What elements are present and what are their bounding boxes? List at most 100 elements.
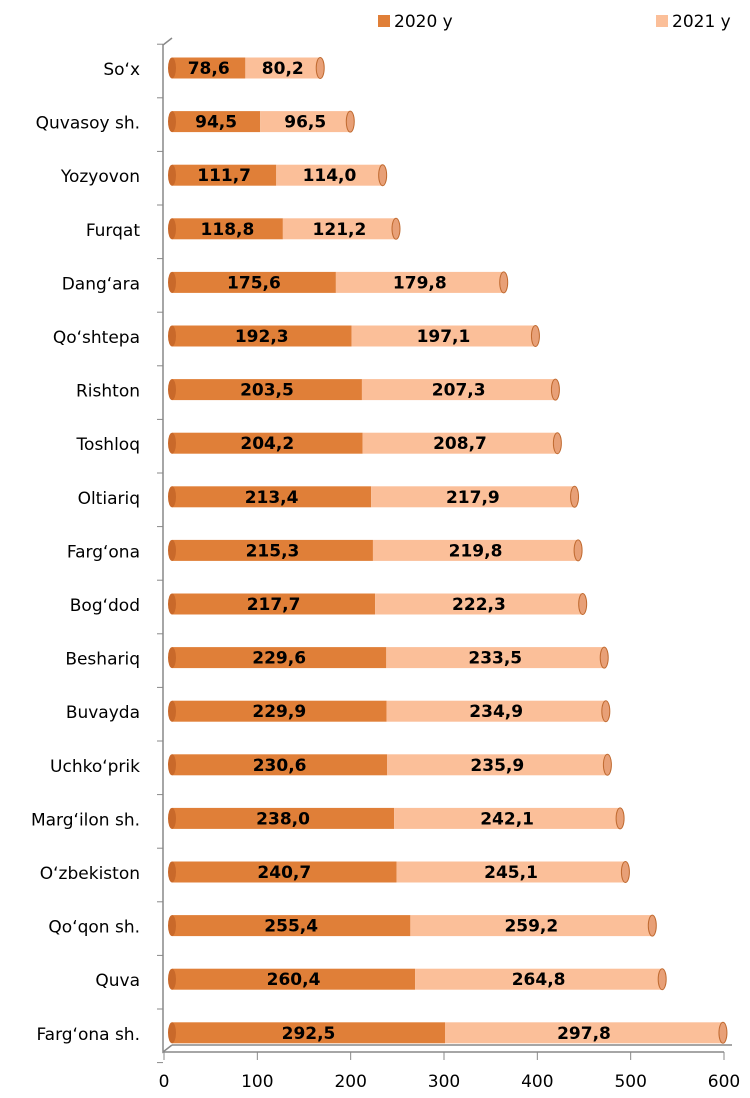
value-label: 203,5 (240, 381, 294, 401)
bar (396, 861, 626, 883)
x-tick-label: 100 (241, 1072, 273, 1092)
y-tick-label: Yozyovon (60, 167, 140, 187)
y-tick-label: Qo‘qon sh. (48, 918, 140, 938)
bar-cap (570, 485, 580, 508)
value-label: 259,2 (504, 917, 558, 937)
value-label: 264,8 (512, 970, 566, 990)
value-label: 245,1 (484, 863, 538, 883)
value-label: 192,3 (235, 327, 289, 347)
bar-cap (345, 110, 355, 133)
bar-start (168, 700, 176, 722)
bar-start (168, 593, 176, 615)
y-tick-label: So‘x (103, 60, 140, 80)
bar-cap (718, 1021, 728, 1044)
bar (260, 111, 351, 133)
bar (172, 754, 388, 776)
value-label: 235,9 (470, 756, 524, 776)
bar-cap (601, 700, 611, 723)
bar (386, 700, 606, 722)
bar (362, 432, 558, 454)
bar (172, 111, 261, 133)
bar-start (168, 432, 176, 454)
y-tick-label: Buvayda (66, 703, 140, 723)
value-label: 242,1 (480, 809, 534, 829)
value-label: 222,3 (452, 595, 506, 615)
value-label: 229,6 (252, 649, 306, 669)
value-label: 215,3 (246, 541, 300, 561)
bar (410, 915, 653, 937)
bar (394, 807, 621, 829)
bar (361, 379, 556, 401)
value-label: 96,5 (284, 113, 326, 133)
bar-start (168, 807, 176, 829)
value-label: 80,2 (262, 59, 304, 79)
y-tick-label: O‘zbekiston (40, 864, 140, 884)
bar (172, 218, 283, 240)
value-label: 240,7 (257, 863, 311, 883)
bar (172, 486, 372, 508)
bar (172, 271, 336, 293)
bar-start (168, 647, 176, 669)
x-tick-label: 400 (521, 1072, 553, 1092)
bar-start (168, 218, 176, 240)
x-tick-label: 300 (428, 1072, 460, 1092)
bar (245, 57, 321, 79)
bar-start (168, 1022, 176, 1044)
y-tick-label: Farg‘ona (67, 542, 140, 562)
y-tick-label: Qo‘shtepa (53, 328, 140, 348)
value-label: 197,1 (417, 327, 471, 347)
bar-start (168, 164, 176, 186)
value-label: 297,8 (557, 1024, 611, 1044)
bar (387, 754, 608, 776)
bar (282, 218, 396, 240)
value-label: 207,3 (432, 381, 486, 401)
y-tick-label: Rishton (76, 382, 140, 402)
bar (372, 539, 579, 561)
bar (172, 325, 352, 347)
value-label: 260,4 (267, 970, 321, 990)
bar (415, 968, 663, 990)
value-label: 292,5 (282, 1024, 336, 1044)
value-label: 213,4 (245, 488, 299, 508)
bar-cap (552, 432, 562, 455)
value-label: 234,9 (469, 702, 523, 722)
bar (172, 861, 397, 883)
bar-cap (615, 807, 625, 830)
bar-start (168, 539, 176, 561)
bar (172, 1022, 445, 1044)
bar (172, 915, 411, 937)
y-tick-label: Marg‘ilon sh. (31, 810, 140, 830)
y-tick-label: Quvasoy sh. (36, 114, 140, 134)
value-label: 94,5 (195, 113, 237, 133)
bar-cap (578, 593, 588, 615)
value-label: 179,8 (393, 273, 447, 293)
value-label: 238,0 (256, 809, 310, 829)
bar (335, 271, 504, 293)
bar (172, 593, 376, 615)
bar-cap (657, 968, 667, 991)
bar (172, 647, 387, 669)
value-label: 217,9 (446, 488, 500, 508)
y-tick-label: Quva (95, 971, 140, 991)
bar (445, 1022, 723, 1044)
value-label: 233,5 (468, 649, 522, 669)
bar-cap (315, 57, 325, 79)
x-tick-label: 200 (334, 1072, 366, 1092)
bar (371, 486, 575, 508)
bar-start (168, 379, 176, 401)
value-label: 217,7 (247, 595, 301, 615)
y-tick-label: Bog‘dod (70, 596, 140, 616)
bar (276, 164, 383, 186)
value-label: 114,0 (303, 166, 357, 186)
bar-cap (530, 325, 540, 347)
value-label: 208,7 (433, 434, 487, 454)
y-tick-label: Dang‘ara (62, 274, 140, 294)
bar-cap (391, 217, 401, 240)
bar (172, 379, 362, 401)
bar (172, 432, 363, 454)
bar-cap (573, 539, 583, 562)
value-label: 118,8 (201, 220, 255, 240)
bar-cap (647, 914, 657, 937)
bar-start (168, 111, 176, 133)
x-tick-label: 500 (614, 1072, 646, 1092)
